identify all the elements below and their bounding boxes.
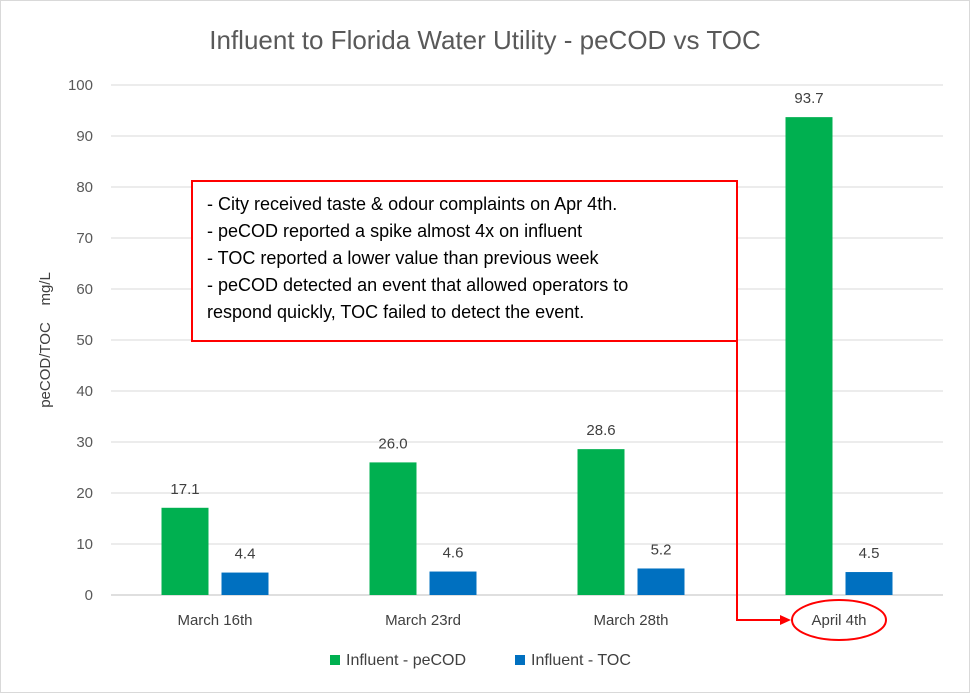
data-label: 4.5 — [859, 545, 880, 562]
y-axis-ticks: 0 10 20 30 40 50 60 70 80 90 100 — [68, 77, 93, 604]
data-label: 17.1 — [170, 481, 199, 498]
y-axis-title: peCOD/TOC mg/L — [37, 272, 54, 408]
x-tick-label: March 23rd — [385, 612, 461, 629]
data-label: 5.2 — [651, 541, 672, 558]
bar-toc — [221, 572, 269, 595]
bar-pecod — [161, 507, 209, 595]
bar-pecod — [785, 117, 833, 595]
y-tick-label: 10 — [76, 536, 93, 553]
y-tick-label: 60 — [76, 281, 93, 298]
data-label: 28.6 — [586, 422, 615, 439]
bar-toc — [429, 571, 477, 595]
data-label: 4.4 — [235, 546, 256, 563]
bar-pecod — [369, 462, 417, 595]
y-tick-label: 40 — [76, 383, 93, 400]
y-tick-label: 90 — [76, 128, 93, 145]
annotation-line: - City received taste & odour complaints… — [207, 194, 617, 214]
bars — [161, 117, 893, 595]
y-tick-label: 80 — [76, 179, 93, 196]
y-tick-label: 100 — [68, 77, 93, 94]
annotation-line: - peCOD reported a spike almost 4x on in… — [207, 221, 582, 241]
legend-label: Influent - TOC — [531, 652, 631, 669]
bar-toc — [637, 568, 685, 595]
x-tick-label: March 16th — [177, 612, 252, 629]
x-axis-ticks: March 16th March 23rd March 28th April 4th — [177, 612, 866, 629]
annotation-box — [191, 180, 738, 342]
x-tick-label: April 4th — [811, 612, 866, 629]
y-tick-label: 50 — [76, 332, 93, 349]
annotation-line: - peCOD detected an event that allowed o… — [207, 275, 628, 295]
data-label: 26.0 — [378, 435, 407, 452]
legend-label: Influent - peCOD — [346, 652, 466, 669]
legend-swatch — [515, 655, 525, 665]
data-labels: 17.1 4.4 26.0 4.6 28.6 5.2 93.7 4.5 — [170, 90, 879, 562]
annotation-arrow-head — [780, 615, 791, 625]
y-tick-label: 30 — [76, 434, 93, 451]
legend: Influent - peCOD Influent - TOC — [330, 652, 631, 669]
y-tick-label: 0 — [85, 587, 93, 604]
x-tick-label: March 28th — [593, 612, 668, 629]
bar-pecod — [577, 449, 625, 595]
data-label: 4.6 — [443, 545, 464, 562]
bar-toc — [845, 572, 893, 595]
data-label: 93.7 — [794, 90, 823, 107]
annotation: - City received taste & odour complaints… — [191, 180, 887, 641]
chart-title: Influent to Florida Water Utility - peCO… — [209, 25, 760, 55]
annotation-line: - TOC reported a lower value than previo… — [207, 248, 600, 268]
y-tick-label: 20 — [76, 485, 93, 502]
legend-swatch — [330, 655, 340, 665]
annotation-line: respond quickly, TOC failed to detect th… — [207, 302, 584, 322]
y-tick-label: 70 — [76, 230, 93, 247]
annotation-arrow-line — [736, 341, 782, 621]
highlight-ellipse — [791, 599, 887, 641]
